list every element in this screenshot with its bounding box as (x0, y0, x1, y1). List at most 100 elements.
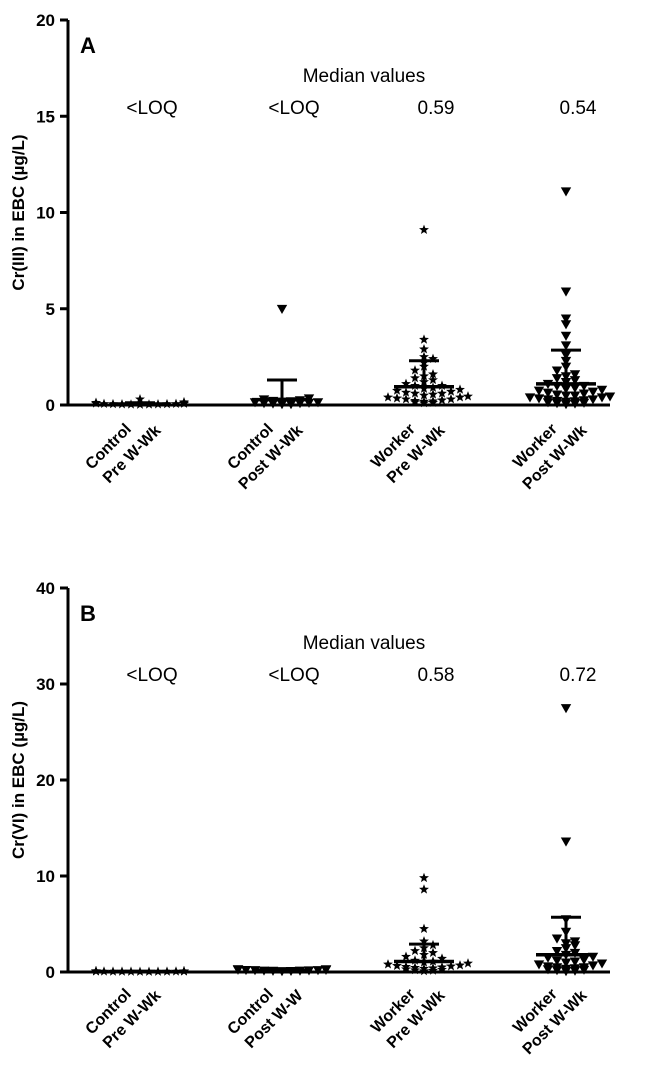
data-point (419, 390, 429, 400)
data-point (428, 395, 438, 406)
data-point (587, 387, 599, 397)
data-point (560, 837, 572, 847)
data-point (551, 963, 563, 973)
data-point (446, 394, 456, 404)
data-point (437, 962, 447, 972)
data-point (401, 378, 411, 389)
data-point (542, 388, 554, 398)
data-point (596, 393, 608, 403)
data-point (533, 386, 545, 396)
data-point (569, 937, 581, 947)
y-tick-label: 20 (36, 11, 55, 30)
median-value: 0.58 (418, 665, 455, 686)
data-point (560, 341, 572, 351)
data-point (560, 964, 572, 974)
data-point (383, 959, 393, 969)
data-point (578, 963, 590, 973)
data-point (419, 351, 429, 362)
median-value: 0.54 (560, 98, 597, 119)
data-point (437, 394, 447, 405)
data-point (569, 957, 581, 967)
data-point (419, 224, 429, 235)
data-point (419, 343, 429, 354)
data-point (455, 384, 465, 394)
data-point (437, 388, 447, 398)
data-point (551, 934, 563, 944)
data-point (419, 884, 429, 894)
data-point (596, 959, 608, 969)
data-point (410, 962, 420, 972)
median-value: <LOQ (126, 665, 177, 686)
data-point (551, 374, 563, 384)
y-tick-label: 10 (36, 204, 55, 223)
data-point (560, 287, 572, 297)
data-point (91, 965, 101, 976)
data-point (463, 958, 473, 968)
data-point (171, 398, 181, 409)
data-point (401, 387, 411, 397)
data-point (560, 704, 572, 714)
data-point (401, 961, 411, 971)
data-point (578, 389, 590, 399)
data-point (604, 392, 616, 402)
y-axis-label: Cr(III) in EBC (µg/L) (9, 134, 28, 290)
y-tick-label: 0 (46, 396, 55, 415)
data-point (276, 304, 288, 314)
data-point (240, 965, 252, 976)
data-point (410, 945, 420, 956)
data-point (410, 372, 420, 383)
data-point (419, 936, 429, 946)
data-point (569, 383, 581, 393)
median-value: <LOQ (126, 98, 177, 119)
y-tick-label: 0 (46, 963, 55, 982)
data-point (410, 395, 420, 405)
data-point (596, 385, 608, 395)
data-point (401, 951, 411, 961)
data-point (91, 397, 101, 407)
data-point (99, 966, 109, 976)
data-point (560, 331, 572, 341)
data-point (578, 396, 590, 406)
data-point (401, 394, 411, 404)
median-values-heading: Median values (303, 66, 426, 87)
data-point (428, 353, 438, 364)
data-point (560, 320, 572, 330)
data-point (437, 953, 447, 963)
data-point (419, 923, 429, 934)
data-point (419, 334, 429, 344)
data-point (179, 396, 189, 407)
data-point (99, 398, 109, 409)
data-point (569, 376, 581, 386)
data-point (419, 872, 429, 883)
data-point (560, 314, 572, 324)
data-point (560, 187, 572, 197)
data-point (542, 395, 554, 405)
data-point (551, 366, 563, 376)
data-point (560, 391, 572, 401)
data-point (524, 393, 536, 403)
y-axis-label: Cr(VI) in EBC (µg/L) (9, 701, 28, 859)
data-point (587, 961, 599, 971)
data-point (560, 384, 572, 394)
data-point (578, 955, 590, 965)
data-point (569, 370, 581, 380)
data-point (569, 964, 581, 974)
data-point (455, 960, 465, 970)
data-point (446, 386, 456, 396)
data-point (419, 396, 429, 406)
data-point (551, 946, 563, 957)
median-value: <LOQ (268, 98, 319, 119)
y-tick-label: 15 (36, 107, 55, 126)
data-point (560, 958, 572, 968)
